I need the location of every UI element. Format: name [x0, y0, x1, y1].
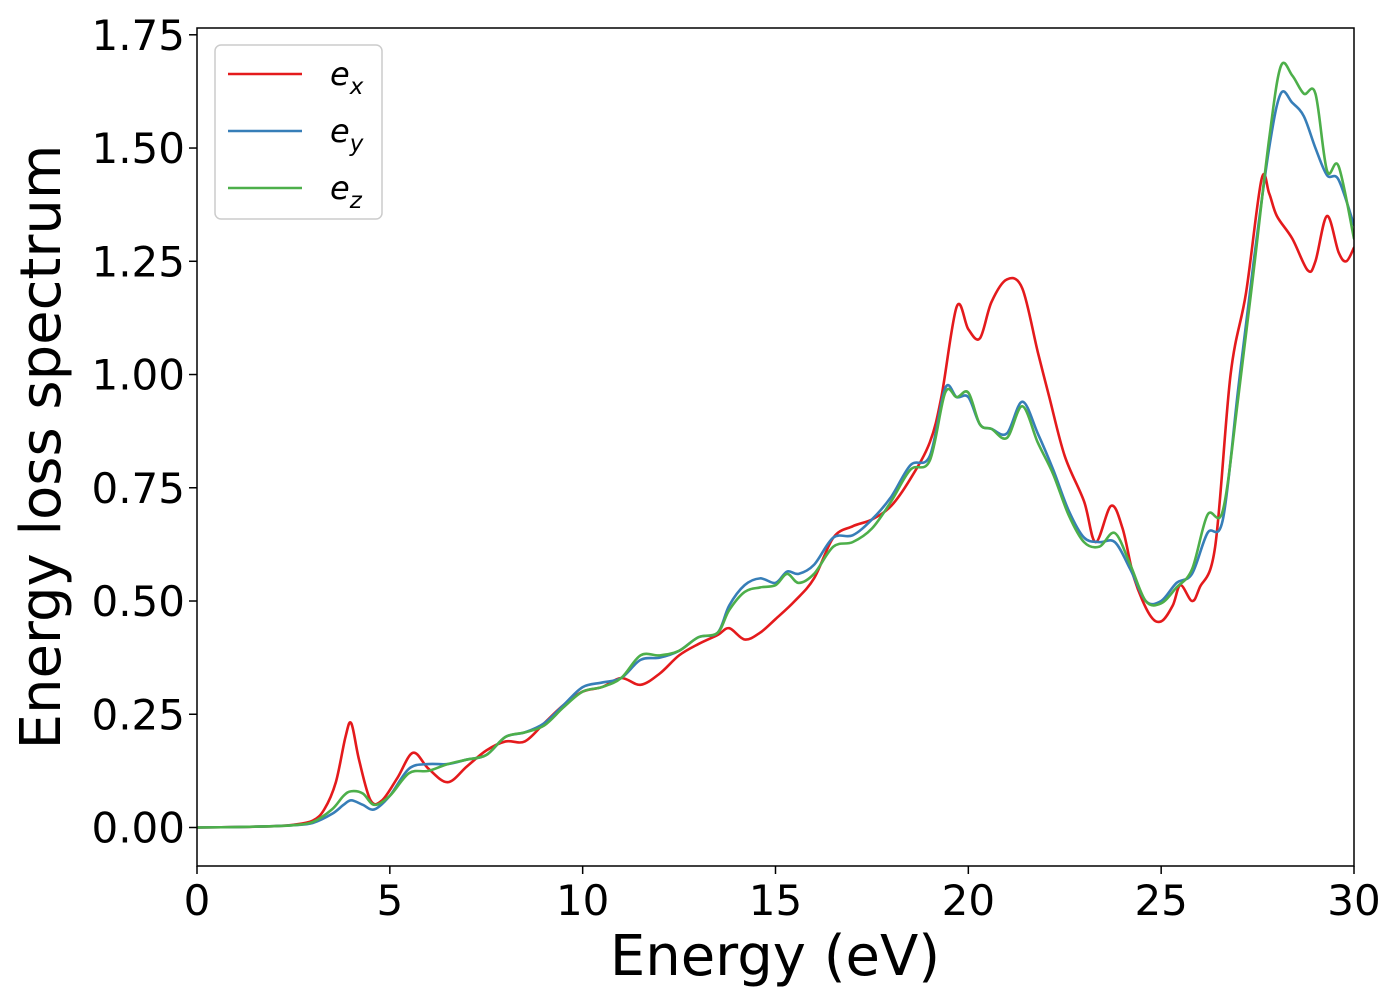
legend-label-subscript: y [349, 131, 364, 157]
series-line-x [197, 172, 1354, 829]
legend-label-z: ez [330, 169, 363, 214]
legend-label-subscript: x [349, 74, 364, 100]
y-tick-label: 0.50 [91, 577, 185, 626]
legend-label-base: e [330, 169, 350, 207]
legend-label-y: ey [330, 112, 364, 157]
y-tick-label: 0.00 [91, 803, 185, 852]
series-line-y [197, 90, 1354, 829]
x-tick-label: 30 [1327, 876, 1380, 925]
y-axis-label: Energy loss spectrum [9, 145, 74, 750]
y-axis-ticks: 0.00 0.25 0.50 0.75 1.00 1.25 1.50 1.75 [91, 11, 197, 852]
y-tick-label: 0.75 [91, 464, 185, 513]
x-tick-label: 25 [1134, 876, 1187, 925]
x-axis-ticks: 0 5 10 15 20 25 30 [184, 866, 1381, 925]
legend-label-x: ex [330, 55, 364, 100]
series-line-z [197, 61, 1354, 829]
x-tick-label: 20 [942, 876, 995, 925]
x-tick-label: 15 [749, 876, 802, 925]
y-tick-label: 1.75 [91, 11, 185, 60]
y-tick-label: 1.00 [91, 351, 185, 400]
x-axis-label: Energy (eV) [610, 924, 940, 989]
legend-label-base: e [330, 112, 350, 150]
series-lines [197, 61, 1354, 829]
y-tick-label: 1.25 [91, 237, 185, 286]
y-tick-label: 0.25 [91, 690, 185, 739]
x-tick-label: 10 [556, 876, 609, 925]
x-tick-label: 5 [376, 876, 403, 925]
legend-label-subscript: z [349, 188, 363, 214]
legend-label-base: e [330, 55, 350, 93]
x-tick-label: 0 [184, 876, 211, 925]
y-tick-label: 1.50 [91, 124, 185, 173]
